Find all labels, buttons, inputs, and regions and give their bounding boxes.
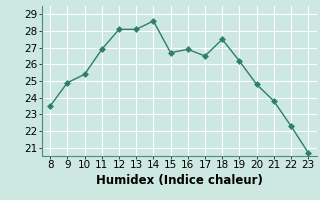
- X-axis label: Humidex (Indice chaleur): Humidex (Indice chaleur): [96, 174, 263, 187]
